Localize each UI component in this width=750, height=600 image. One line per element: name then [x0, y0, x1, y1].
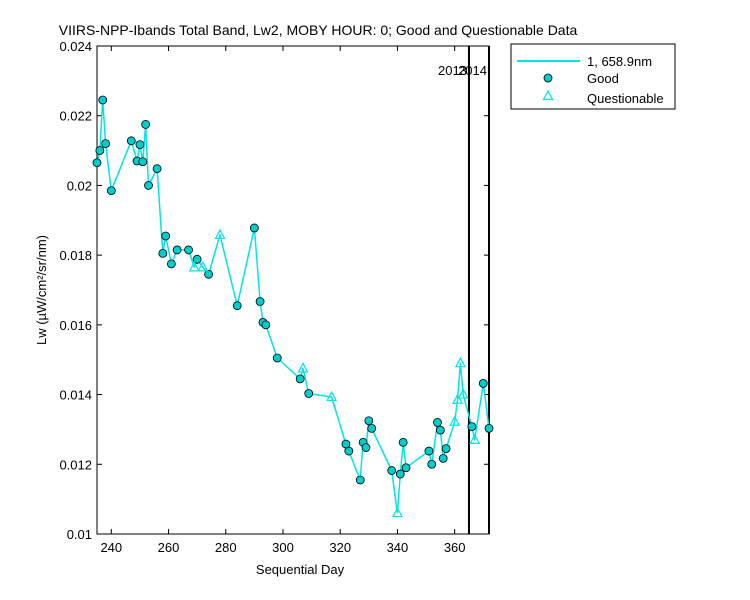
x-tick-label: 360: [444, 540, 466, 555]
good-point: [395, 469, 405, 479]
y-tick-label: 0.022: [59, 109, 92, 124]
legend-questionable-marker: [542, 89, 554, 101]
good-point: [249, 223, 259, 233]
x-tick-label: 240: [100, 540, 122, 555]
y-tick-label: 0.012: [59, 457, 92, 472]
good-point: [95, 146, 105, 155]
good-point: [435, 425, 445, 435]
x-tick-label: 280: [215, 540, 237, 555]
good-point: [101, 139, 110, 149]
legend-entry-good: Good: [587, 71, 619, 86]
year-label: 2013: [438, 63, 467, 78]
good-point: [441, 444, 451, 454]
good-point: [401, 463, 411, 473]
good-point: [158, 248, 168, 258]
questionable-point: [214, 228, 226, 240]
good-point: [304, 389, 314, 398]
series-line: [96, 99, 490, 514]
questionable-point: [197, 261, 209, 272]
good-point: [161, 231, 171, 241]
good-markers: [92, 95, 494, 485]
y-tick-label: 0.024: [59, 39, 92, 54]
good-point: [261, 320, 271, 330]
good-point: [192, 254, 202, 264]
good-point: [364, 416, 374, 426]
good-point: [126, 136, 136, 146]
good-point: [438, 453, 448, 463]
good-point: [295, 374, 305, 384]
y-tick-label: 0.014: [59, 388, 92, 403]
good-point: [152, 164, 162, 174]
questionable-point: [326, 390, 338, 402]
y-tick-label: 0.016: [59, 318, 92, 333]
good-point: [467, 422, 477, 432]
good-point: [361, 443, 371, 452]
good-point: [478, 379, 488, 388]
good-point: [184, 245, 193, 255]
good-point: [144, 181, 153, 190]
chart-title: VIIRS-NPP-Ibands Total Band, Lw2, MOBY H…: [59, 22, 578, 38]
plot-area: [96, 45, 490, 535]
legend-entry-questionable: Questionable: [587, 91, 664, 106]
questionable-point: [449, 415, 461, 426]
good-point: [138, 157, 148, 167]
good-point: [433, 418, 442, 427]
good-point: [355, 475, 365, 485]
good-point: [387, 466, 397, 475]
questionable-point: [297, 362, 309, 373]
legend-good-marker: [543, 73, 553, 83]
good-point: [141, 120, 151, 129]
good-point: [232, 301, 242, 311]
x-tick-label: 260: [158, 540, 180, 555]
good-point: [204, 269, 213, 279]
good-point: [92, 158, 102, 168]
questionable-markers: [188, 228, 481, 518]
y-tick-label: 0.018: [59, 248, 92, 263]
good-point: [98, 95, 108, 105]
legend-entry-line: 1, 658.9nm: [587, 54, 652, 69]
year-label: 2014: [458, 63, 487, 78]
good-point: [344, 446, 354, 456]
good-point: [367, 423, 377, 433]
x-axis-ticks: 240 260 280 300 320 340 360: [100, 46, 466, 555]
good-point: [166, 259, 176, 269]
questionable-point: [452, 393, 464, 404]
good-point: [427, 459, 437, 469]
series-line-group: [96, 99, 490, 514]
legend-box: [510, 43, 676, 110]
x-axis-label: Sequential Day: [256, 562, 345, 577]
x-tick-label: 300: [272, 540, 294, 555]
good-point: [272, 353, 282, 363]
legend: 1, 658.9nm Good Questionable: [510, 43, 676, 110]
good-point: [398, 437, 408, 447]
y-tick-label: 0.02: [67, 178, 92, 193]
y-axis-ticks: 0.01 0.012 0.014 0.016 0.018 0.02 0.022 0.024: [59, 39, 489, 542]
questionable-point: [391, 506, 403, 518]
good-point: [255, 297, 265, 306]
good-point: [172, 245, 182, 255]
questionable-point: [454, 356, 466, 368]
x-tick-label: 320: [329, 540, 351, 555]
good-point: [484, 423, 494, 433]
questionable-point: [457, 388, 469, 399]
good-point: [135, 140, 145, 150]
good-point: [106, 186, 116, 196]
good-point: [424, 446, 434, 456]
x-tick-label: 340: [387, 540, 409, 555]
y-axis-label: Lw (µW/cm²/sr/nm): [34, 235, 49, 345]
questionable-point: [188, 261, 200, 272]
questionable-point: [469, 433, 481, 444]
y-tick-label: 0.01: [67, 527, 92, 542]
